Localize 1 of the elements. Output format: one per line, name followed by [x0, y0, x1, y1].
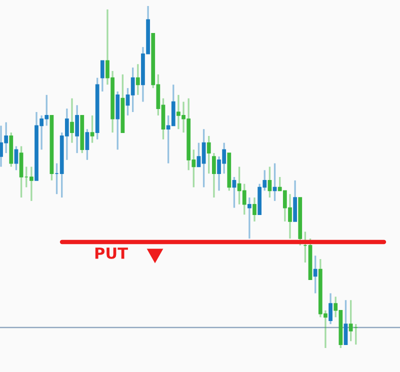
ref-line-label: PUT	[95, 248, 128, 259]
